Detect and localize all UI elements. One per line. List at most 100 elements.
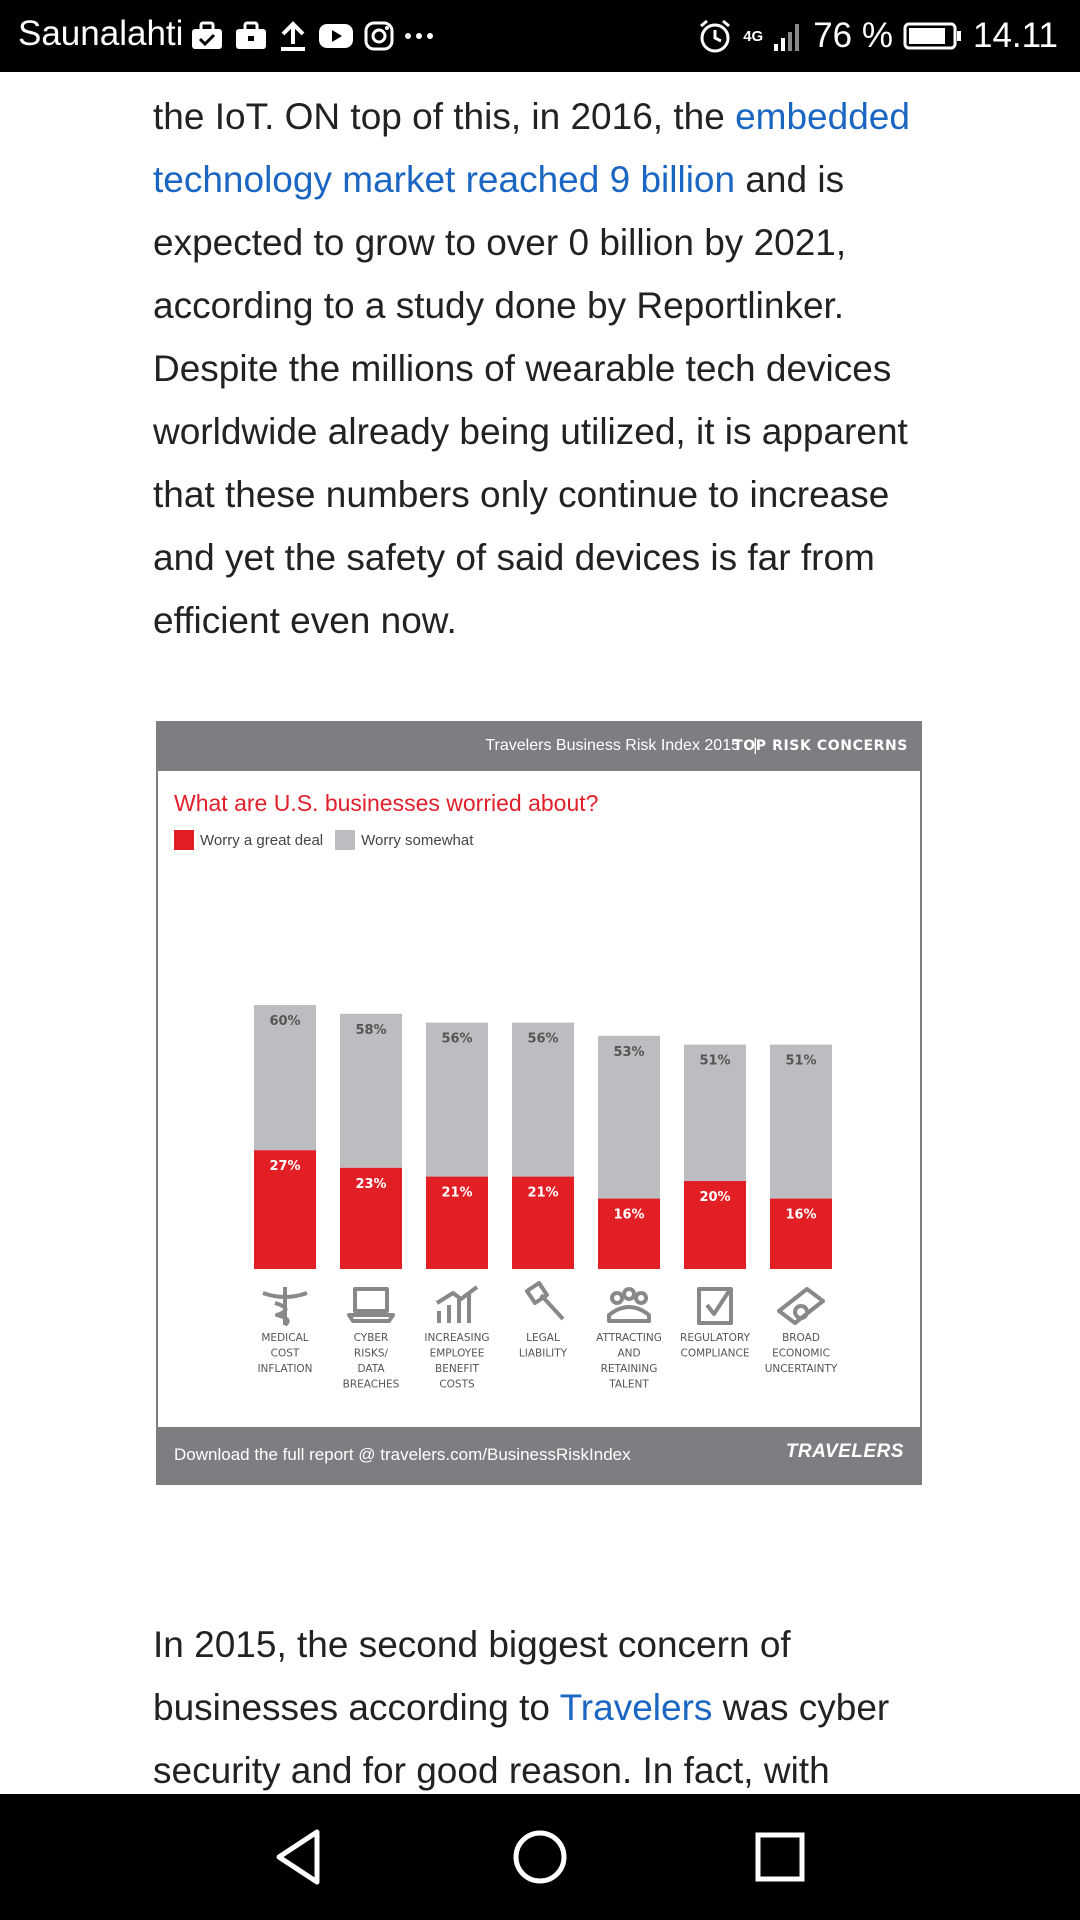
- category-label: ATTRACTING: [596, 1332, 662, 1344]
- bar-worry-great-deal: [512, 1176, 574, 1269]
- bar-worry-great-deal: [598, 1198, 660, 1269]
- status-right: 4G 76 % 14.11: [697, 14, 1058, 58]
- category-label: ECONOMIC: [772, 1348, 830, 1360]
- category-label: LEGAL: [526, 1332, 560, 1344]
- home-button[interactable]: [505, 1822, 575, 1892]
- category-label: BROAD: [782, 1332, 820, 1344]
- money-icon: [777, 1287, 825, 1325]
- category-label: CYBER: [354, 1332, 389, 1344]
- bar-total-label: 58%: [355, 1023, 386, 1038]
- battery-percent: 76 %: [813, 16, 893, 55]
- bar-worry-somewhat: [512, 1022, 574, 1177]
- carrier-label: Saunalahti: [18, 14, 184, 53]
- paragraph-text: was cyber security and for good reason. …: [153, 1687, 890, 1791]
- more-icon: [405, 33, 433, 39]
- chart-legend: Worry a great deal Worry somewhat: [174, 830, 485, 850]
- youtube-icon: [319, 24, 353, 48]
- briefcase-check-icon: [192, 21, 222, 49]
- bar-total-label: 51%: [699, 1054, 730, 1069]
- download-report-text: Download the full report @ travelers.com…: [174, 1445, 631, 1464]
- infographic-tag: TOP RISK CONCERNS: [733, 738, 908, 754]
- category-label: DATA: [357, 1363, 385, 1375]
- category-label: COST: [271, 1348, 300, 1360]
- bar-worry-somewhat: [684, 1044, 746, 1181]
- category-label: COMPLIANCE: [681, 1348, 750, 1360]
- stacked-bar-chart: 60% 27% MEDICAL COST INFLATION 58% 23% CYBER RIS…: [254, 1005, 838, 1391]
- paragraph-text: and is expected to grow to over 0 billio…: [153, 159, 908, 641]
- bar-total-label: 56%: [527, 1032, 558, 1047]
- embedded-market-link[interactable]: embedded technology market reached 9 bil…: [153, 96, 910, 200]
- network-type: 4G: [743, 27, 764, 45]
- category-label: MEDICAL: [261, 1332, 308, 1344]
- bar-total-label: 56%: [441, 1032, 472, 1047]
- bar-great-deal-label: 27%: [269, 1159, 300, 1174]
- bar-great-deal-label: 20%: [699, 1190, 730, 1205]
- people-icon: [607, 1287, 651, 1323]
- bar-great-deal-label: 21%: [441, 1186, 472, 1201]
- infographic-footer: Download the full report @ travelers.com…: [158, 1427, 920, 1483]
- category-label: COSTS: [439, 1379, 475, 1391]
- category-label: RETAINING: [601, 1363, 658, 1375]
- category-label: LIABILITY: [519, 1348, 568, 1360]
- bar-worry-somewhat: [426, 1022, 488, 1177]
- clock: 14.11: [973, 16, 1058, 55]
- category-label: TALENT: [608, 1379, 649, 1391]
- legend-swatch: [335, 830, 356, 850]
- article-paragraph-1: the IoT. ON top of this, in 2016, the em…: [153, 85, 933, 652]
- status-bar: Saunalahti 4G 76 % 14.11: [0, 0, 1080, 72]
- bar-total-label: 53%: [613, 1045, 644, 1060]
- notification-icons: [190, 14, 434, 58]
- article-paragraph-2: In 2015, the second biggest concern of b…: [153, 1613, 933, 1802]
- infographic-image[interactable]: Travelers Business Risk Index 2015 | TOP…: [156, 721, 922, 1485]
- laptop-icon: [347, 1287, 395, 1323]
- signal-icon: [774, 24, 800, 51]
- upload-icon: [281, 21, 305, 51]
- category-label: UNCERTAINTY: [765, 1363, 838, 1375]
- category-label: BENEFIT: [435, 1363, 479, 1375]
- rising-chart-icon: [435, 1285, 479, 1323]
- bar-total-label: 60%: [269, 1014, 300, 1029]
- category-label: INCREASING: [424, 1332, 489, 1344]
- paragraph-text: In 2015, the second biggest concern of b…: [153, 1624, 791, 1728]
- bar-worry-somewhat: [254, 1005, 316, 1151]
- bar-worry-great-deal: [684, 1181, 746, 1269]
- infographic-header: Travelers Business Risk Index 2015 | TOP…: [158, 723, 920, 771]
- alarm-icon: [700, 19, 731, 53]
- battery-icon: [903, 22, 961, 50]
- checkbox-icon: [697, 1287, 733, 1325]
- infographic-source: Travelers Business Risk Index 2015: [485, 737, 740, 754]
- header-separator: |: [752, 735, 758, 754]
- navigation-bar: [0, 1794, 1080, 1920]
- category-label: INFLATION: [257, 1363, 312, 1375]
- category-label: REGULATORY: [680, 1332, 751, 1344]
- category-label: RISKS/: [354, 1348, 389, 1360]
- paragraph-text: the IoT. ON top of this, in 2016, the: [153, 96, 736, 137]
- legend-item-somewhat: Worry somewhat: [335, 830, 473, 850]
- gavel-icon: [525, 1281, 565, 1321]
- category-label: EMPLOYEE: [430, 1348, 485, 1360]
- bar-great-deal-label: 21%: [527, 1186, 558, 1201]
- legend-swatch: [174, 830, 194, 850]
- recents-button[interactable]: [745, 1822, 815, 1892]
- bar-great-deal-label: 16%: [613, 1208, 644, 1223]
- travelers-logo: TRAVELERS: [785, 1441, 904, 1462]
- briefcase-icon: [236, 21, 266, 49]
- category-label: AND: [617, 1348, 640, 1360]
- category-label: BREACHES: [343, 1379, 400, 1391]
- bar-worry-great-deal: [770, 1198, 832, 1269]
- bar-worry-great-deal: [426, 1176, 488, 1269]
- bar-worry-great-deal: [254, 1150, 316, 1269]
- legend-label: Worry somewhat: [361, 831, 474, 849]
- back-button[interactable]: [265, 1822, 335, 1892]
- legend-item-great-deal: Worry a great deal: [174, 830, 323, 850]
- bar-worry-somewhat: [340, 1013, 402, 1168]
- bar-worry-somewhat: [770, 1044, 832, 1199]
- chart-title: What are U.S. businesses worried about?: [174, 790, 599, 816]
- bar-great-deal-label: 23%: [355, 1177, 386, 1192]
- bar-worry-great-deal: [340, 1167, 402, 1269]
- bar-total-label: 51%: [785, 1054, 816, 1069]
- legend-label: Worry a great deal: [200, 831, 324, 849]
- caduceus-icon: [262, 1287, 308, 1327]
- instagram-icon: [364, 21, 394, 51]
- travelers-link[interactable]: Travelers: [559, 1687, 713, 1728]
